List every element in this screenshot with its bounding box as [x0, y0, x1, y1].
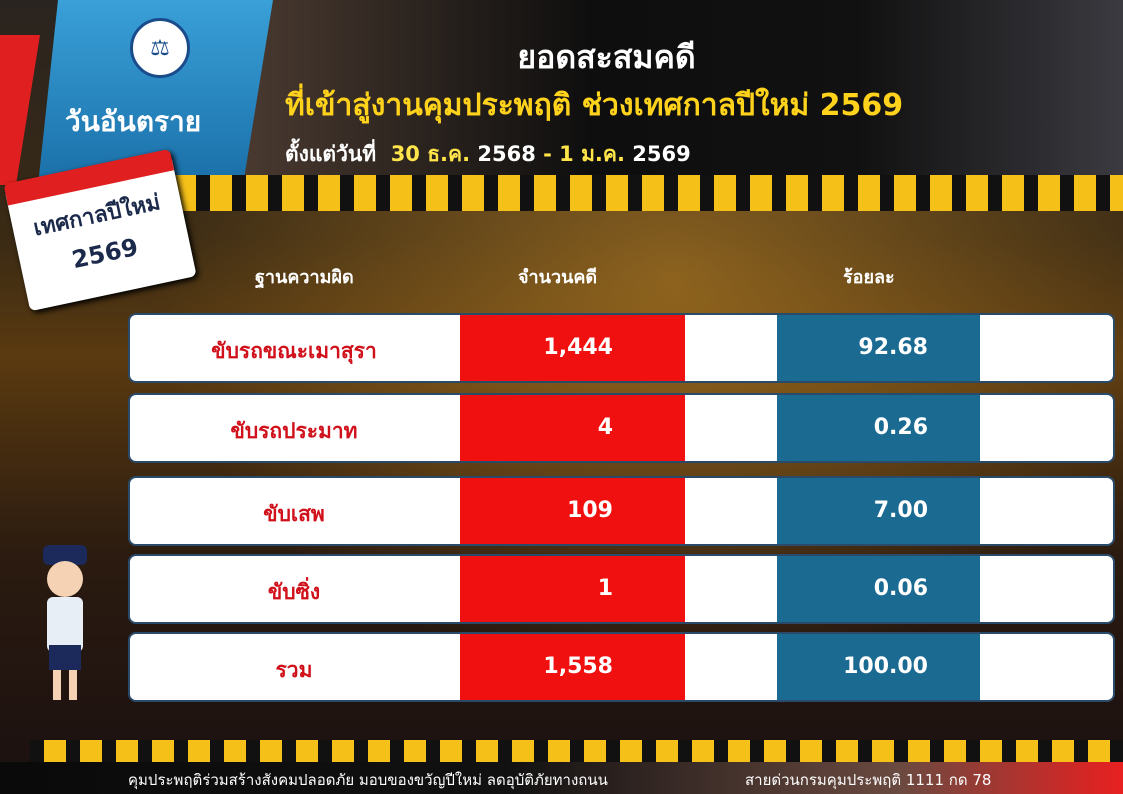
- percent-value: 7.00: [777, 478, 980, 544]
- header-photo: [240, 0, 1123, 175]
- case-count: 109: [460, 478, 685, 544]
- case-count: 1,558: [460, 634, 685, 700]
- offense-label: ขับรถขณะเมาสุรา: [211, 339, 377, 363]
- officer-mascot-icon: [43, 545, 87, 700]
- page-subtitle: ที่เข้าสู่งานคุมประพฤติ ช่วงเทศกาลปีใหม่…: [285, 88, 904, 123]
- footer-hotline: สายด่วนกรมคุมประพฤติ 1111 กด 78: [745, 771, 992, 789]
- column-header-count: จำนวนคดี: [518, 267, 598, 288]
- date-start-day: 30 ธ.ค.: [390, 142, 471, 166]
- column-header-offense: ฐานความผิด: [255, 267, 354, 288]
- offense-label: ขับรถประมาท: [230, 419, 358, 443]
- case-count: 1,444: [460, 315, 685, 381]
- date-separator: -: [543, 142, 552, 166]
- percent-value: 100.00: [777, 634, 980, 700]
- chevron-band-top: [160, 175, 1123, 211]
- offense-label: รวม: [275, 658, 313, 682]
- table-row: ขับเสพ 109 7.00: [128, 476, 1115, 546]
- date-range: ตั้งแต่วันที่ 30 ธ.ค. 2568 - 1 ม.ค. 2569: [285, 138, 691, 171]
- table-row: ขับรถประมาท 4 0.26: [128, 393, 1115, 463]
- department-logo-icon: ⚖: [130, 18, 190, 78]
- percent-value: 0.06: [777, 556, 980, 622]
- case-count: 1: [460, 556, 685, 622]
- footer-bar: คุมประพฤติร่วมสร้างสังคมปลอดภัย มอบของขว…: [0, 762, 1123, 794]
- column-header-percent: ร้อยละ: [843, 267, 895, 288]
- footer-slogan: คุมประพฤติร่วมสร้างสังคมปลอดภัย มอบของขว…: [128, 771, 608, 789]
- date-prefix: ตั้งแต่วันที่: [285, 142, 377, 166]
- offense-label: ขับเสพ: [263, 502, 325, 526]
- percent-value: 0.26: [777, 395, 980, 461]
- page-title: ยอดสะสมคดี: [517, 38, 696, 76]
- table-row-total: รวม 1,558 100.00: [128, 632, 1115, 702]
- date-end-year: 2569: [632, 142, 691, 166]
- percent-value: 92.68: [777, 315, 980, 381]
- table-row: ขับซิ่ง 1 0.06: [128, 554, 1115, 624]
- date-end-day: 1 ม.ค.: [559, 142, 625, 166]
- brand-label: วันอันตราย: [65, 105, 202, 138]
- table-row: ขับรถขณะเมาสุรา 1,444 92.68: [128, 313, 1115, 383]
- offense-label: ขับซิ่ง: [267, 580, 321, 604]
- date-start-year: 2568: [477, 142, 536, 166]
- case-count: 4: [460, 395, 685, 461]
